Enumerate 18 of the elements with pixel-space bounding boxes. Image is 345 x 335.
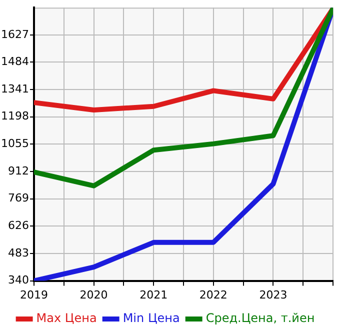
x-tick-label: 2019 (20, 288, 48, 302)
y-tick-label: 1627 (0, 28, 29, 41)
x-tick-label: 2023 (259, 288, 288, 302)
y-tick-label: 483 (8, 246, 29, 260)
x-tick-label: 2022 (199, 288, 228, 302)
y-tick-label: 769 (8, 192, 29, 205)
legend-label: Max Цена (36, 311, 97, 326)
y-tick-label: 626 (8, 219, 29, 232)
y-tick-label: 340 (8, 274, 29, 287)
y-tick-label: 1341 (0, 82, 29, 96)
x-tick-label: 2020 (80, 288, 108, 302)
x-tick-label: 2021 (140, 288, 168, 302)
y-tick-label: 1055 (0, 137, 29, 150)
y-tick-label: 1198 (0, 110, 29, 123)
y-tick-label: 1484 (0, 55, 29, 68)
legend-label: Сред.Цена, т.йен (206, 311, 315, 326)
y-tick-label: 912 (8, 164, 29, 178)
legend-label: Min Цена (122, 311, 180, 326)
